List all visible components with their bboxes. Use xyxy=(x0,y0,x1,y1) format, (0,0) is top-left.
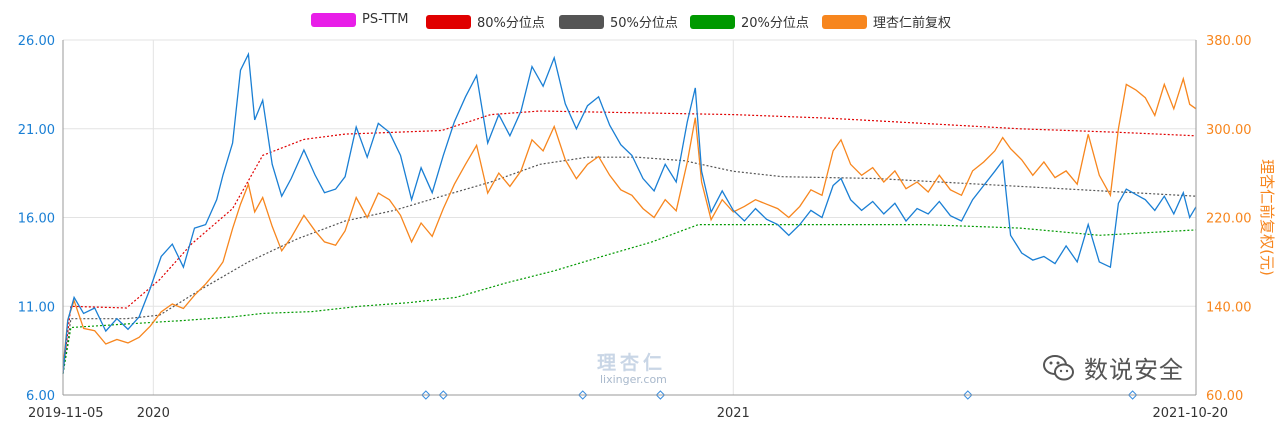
legend-swatch xyxy=(822,14,867,29)
wechat-icon xyxy=(1043,354,1074,380)
left-tick-label: 21.00 xyxy=(18,123,55,138)
watermark-logo: 理杏仁 xyxy=(597,352,667,374)
x-tick-label: 2020 xyxy=(137,406,170,421)
left-tick-label: 11.00 xyxy=(18,300,55,315)
brand-text: 数说安全 xyxy=(1084,356,1184,384)
legend-label: 50%分位点 xyxy=(610,16,678,31)
right-tick-label: 300.00 xyxy=(1206,123,1252,138)
x-tick-label: 2021-10-20 xyxy=(1152,406,1228,421)
right-tick-label: 60.00 xyxy=(1206,389,1243,404)
legend-label: PS-TTM xyxy=(362,12,409,27)
left-tick-label: 6.00 xyxy=(26,389,55,404)
brand-badge: 数说安全 xyxy=(1042,350,1184,385)
right-tick-label: 220.00 xyxy=(1206,212,1252,227)
legend-label: 20%分位点 xyxy=(741,16,809,31)
legend-swatch xyxy=(426,14,471,29)
left-tick-label: 26.00 xyxy=(18,34,55,49)
series-line-2 xyxy=(62,156,1197,374)
legend-item-p80[interactable]: 80%分位点 xyxy=(426,12,545,31)
watermark-url: lixinger.com xyxy=(600,373,667,386)
legend-item-p50[interactable]: 50%分位点 xyxy=(559,12,678,31)
legend-swatch xyxy=(559,14,604,29)
legend-item-p20[interactable]: 20%分位点 xyxy=(690,12,809,31)
legend-item-ps-ttm[interactable]: PS-TTM xyxy=(311,12,408,27)
series-line-3 xyxy=(62,224,1197,374)
legend-swatch xyxy=(311,12,356,27)
legend-label: 理杏仁前复权 xyxy=(873,16,952,31)
series-line-4 xyxy=(62,76,1197,368)
right-tick-label: 380.00 xyxy=(1206,34,1252,49)
left-tick-label: 16.00 xyxy=(18,212,55,227)
series-line-1 xyxy=(62,110,1197,372)
legend-swatch xyxy=(690,14,735,29)
chart-legend: PS-TTM 80%分位点 50%分位点 20%分位点 理杏仁前复权 xyxy=(0,8,1280,34)
right-axis-title: 理杏仁前复权(元) xyxy=(1258,159,1276,276)
legend-item-price[interactable]: 理杏仁前复权 xyxy=(822,12,951,31)
legend-label: 80%分位点 xyxy=(477,16,545,31)
x-tick-label: 2021 xyxy=(717,406,750,421)
series-line-0 xyxy=(62,51,1197,374)
right-tick-label: 140.00 xyxy=(1206,300,1252,315)
x-tick-label: 2019-11-05 xyxy=(28,406,104,421)
